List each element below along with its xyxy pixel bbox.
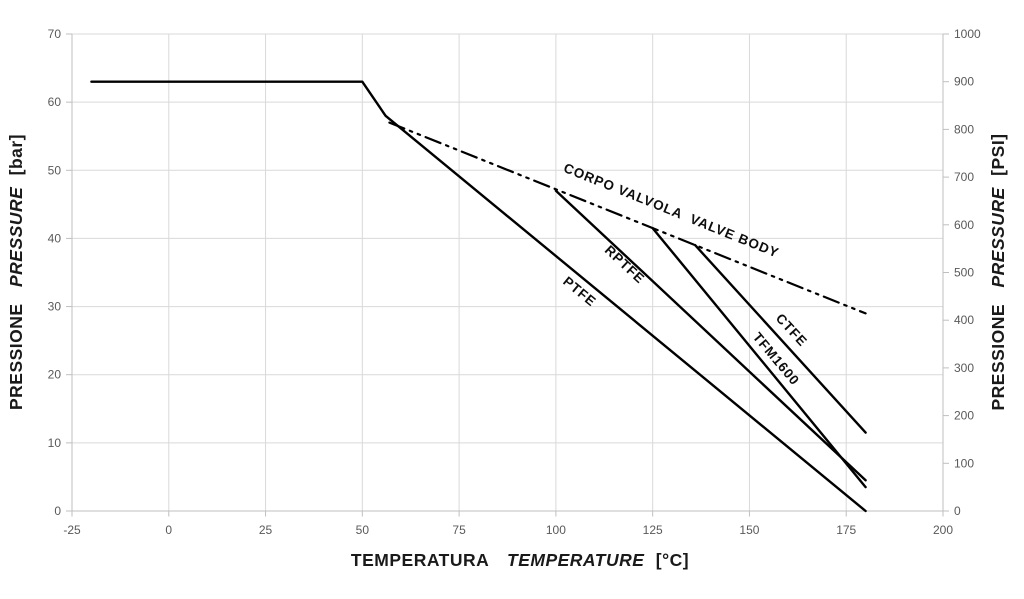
y-right-tick-label: 400 <box>954 313 974 327</box>
y-left-tick-label: 20 <box>48 368 62 382</box>
y-right-tick-label: 300 <box>954 361 974 375</box>
x-tick-label: 125 <box>643 523 663 537</box>
y-right-tick-label: 900 <box>954 75 974 89</box>
x-axis-title-it: TEMPERATURA <box>351 550 489 570</box>
series-line-tfm1600 <box>651 227 867 489</box>
x-axis-title: TEMPERATURA TEMPERATURE [°C] <box>351 550 689 570</box>
x-tick-label: -25 <box>63 523 81 537</box>
series-line-ptfe <box>90 80 867 513</box>
series-label-ctfe: CTFE <box>773 311 810 350</box>
y-axis-left-title-it: PRESSIONE <box>6 303 26 410</box>
y-left-tick-label: 30 <box>48 300 62 314</box>
x-tick-label: 150 <box>739 523 759 537</box>
x-tick-label: 200 <box>933 523 953 537</box>
y-left-tick-label: 0 <box>54 504 61 518</box>
y-right-tick-label: 100 <box>954 456 974 470</box>
x-tick-label: 50 <box>356 523 370 537</box>
series-line-ctfe <box>694 244 867 434</box>
axes-and-ticks: -25 0 25 50 75 100 125 150 175 200010203040506070… <box>48 27 981 537</box>
y-axis-left-title: PRESSIONE PRESSURE [bar] <box>6 134 26 410</box>
x-tick-label: 175 <box>836 523 856 537</box>
y-axis-right-title: PRESSIONE PRESSURE [PSI] <box>988 133 1008 410</box>
x-tick-label: 75 <box>452 523 466 537</box>
y-right-tick-label: 700 <box>954 170 974 184</box>
y-right-tick-label: 0 <box>954 504 961 518</box>
y-right-tick-label: 200 <box>954 409 974 423</box>
series-label-rptfe: RPTFE <box>602 242 648 286</box>
y-axis-right-title-en: PRESSURE <box>988 186 1008 287</box>
x-tick-label: 25 <box>259 523 273 537</box>
data-series <box>90 80 867 513</box>
x-axis-title-unit: [°C] <box>656 550 689 570</box>
gridlines <box>71 33 944 512</box>
series-line-corpo-valvola-valve-body <box>388 121 867 315</box>
x-tick-label: 100 <box>546 523 566 537</box>
y-right-tick-label: 800 <box>954 122 974 136</box>
y-left-tick-label: 50 <box>48 163 62 177</box>
y-axis-left-title-en: PRESSURE <box>6 186 26 287</box>
x-axis-title-en: TEMPERATURE <box>507 550 645 570</box>
curve-labels: CORPO VALVOLA VALVE BODYPTFERPTFETFM1600… <box>560 160 810 388</box>
x-tick-label: 0 <box>165 523 172 537</box>
y-axis-right-title-unit: [PSI] <box>988 133 1008 175</box>
y-axis-left-title-unit: [bar] <box>6 134 26 175</box>
series-line-rptfe <box>554 189 867 482</box>
y-left-tick-label: 60 <box>48 95 62 109</box>
y-right-tick-label: 600 <box>954 218 974 232</box>
y-left-tick-label: 10 <box>48 436 62 450</box>
series-label-ptfe: PTFE <box>560 274 599 310</box>
series-label-corpo-valvola-valve-body: CORPO VALVOLA VALVE BODY <box>561 160 781 260</box>
y-axis-right-title-it: PRESSIONE <box>988 304 1008 411</box>
y-right-tick-label: 500 <box>954 266 974 280</box>
y-left-tick-label: 40 <box>48 231 62 245</box>
y-left-tick-label: 70 <box>48 27 62 41</box>
y-right-tick-label: 1000 <box>954 27 981 41</box>
